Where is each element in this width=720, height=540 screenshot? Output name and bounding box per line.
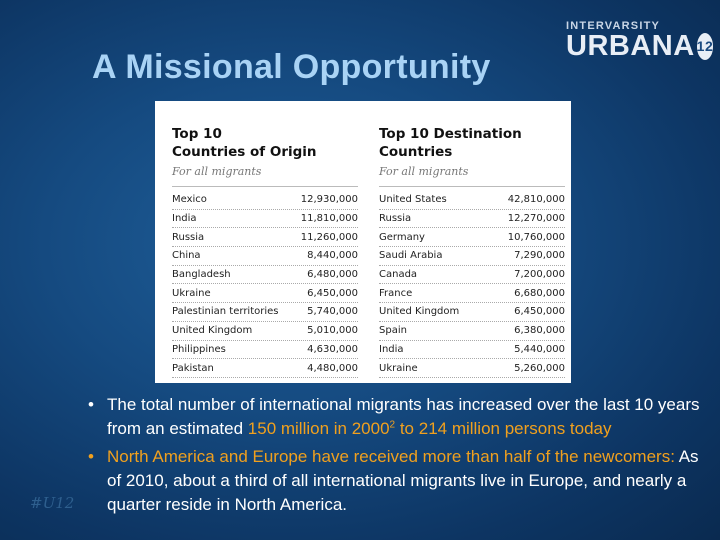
table-row: Ukraine 6,450,000 <box>172 284 358 304</box>
bullet-marker: • <box>88 395 94 414</box>
migrant-count: 4,480,000 <box>307 362 358 374</box>
country-name: United States <box>379 194 447 206</box>
origin-title: Top 10 Countries of Origin <box>172 125 317 161</box>
country-name: Germany <box>379 231 425 243</box>
table-row: United Kingdom 6,450,000 <box>379 303 565 322</box>
migrant-count: 8,440,000 <box>307 250 358 262</box>
table-row: India 5,440,000 <box>379 341 565 360</box>
migrants-table-image: Top 10 Countries of Origin For all migra… <box>155 101 571 383</box>
table-row: Mexico 12,930,000 <box>172 191 358 210</box>
country-name: Spain <box>379 325 407 337</box>
migrant-count: 12,270,000 <box>507 213 565 225</box>
migrant-count: 11,260,000 <box>300 231 358 243</box>
country-name: Ukraine <box>379 362 418 374</box>
table-row: Palestinian territories 5,740,000 <box>172 303 358 322</box>
table-row: Germany 10,760,000 <box>379 228 565 248</box>
country-name: Bangladesh <box>172 269 231 281</box>
origin-divider <box>172 186 358 187</box>
logo-badge: 12 <box>696 32 714 60</box>
origin-title-line2: Countries of Origin <box>172 144 317 160</box>
bullet-text: As of 2010, about a third of all interna… <box>107 447 699 514</box>
migrant-count: 11,810,000 <box>300 213 358 225</box>
country-name: China <box>172 250 201 262</box>
migrant-count: 6,680,000 <box>514 287 565 299</box>
migrant-count: 7,200,000 <box>514 269 565 281</box>
migrant-count: 5,260,000 <box>514 362 565 374</box>
origin-subtitle: For all migrants <box>172 165 262 178</box>
country-name: United Kingdom <box>379 306 460 318</box>
migrant-count: 6,450,000 <box>307 287 358 299</box>
table-row: Russia 12,270,000 <box>379 210 565 229</box>
country-name: Pakistan <box>172 362 214 374</box>
destination-rows: United States 42,810,000 Russia 12,270,000 G… <box>379 191 565 378</box>
country-name: Philippines <box>172 343 226 355</box>
migrant-count: 12,930,000 <box>300 194 358 206</box>
table-row: Spain 6,380,000 <box>379 322 565 341</box>
migrant-count: 42,810,000 <box>507 194 565 206</box>
table-row: Philippines 4,630,000 <box>172 341 358 360</box>
origin-title-line1: Top 10 <box>172 126 222 142</box>
country-name: Russia <box>172 231 205 243</box>
migrant-count: 5,440,000 <box>514 343 565 355</box>
table-row: United Kingdom 5,010,000 <box>172 322 358 341</box>
hashtag-watermark: #U12 <box>30 494 75 512</box>
destination-title-line1: Top 10 Destination <box>379 126 522 142</box>
bullet-item: • North America and Europe have received… <box>88 445 710 517</box>
origin-rows: Mexico 12,930,000 India 11,810,000 Russia 11,… <box>172 191 358 378</box>
bullet-marker: • <box>88 447 94 466</box>
table-row: Canada 7,200,000 <box>379 266 565 285</box>
bullet-text: persons today <box>500 419 612 438</box>
country-name: India <box>379 343 404 355</box>
bullet-list: • The total number of international migr… <box>88 393 710 517</box>
urbana-logo: INTERVARSITY URBANA 12 <box>566 20 714 62</box>
destination-title: Top 10 Destination Countries <box>379 125 522 161</box>
slide-title: A Missional Opportunity <box>92 48 491 86</box>
table-row: Pakistan 4,480,000 <box>172 359 358 378</box>
country-name: India <box>172 213 197 225</box>
table-row: France 6,680,000 <box>379 284 565 304</box>
table-row: Bangladesh 6,480,000 <box>172 266 358 285</box>
country-name: Saudi Arabia <box>379 250 443 262</box>
country-name: Ukraine <box>172 287 211 299</box>
country-name: Mexico <box>172 194 207 206</box>
table-row: China 8,440,000 <box>172 247 358 266</box>
table-row: India 11,810,000 <box>172 210 358 229</box>
migrant-count: 6,450,000 <box>514 306 565 318</box>
table-row: United States 42,810,000 <box>379 191 565 210</box>
bullet-item: • The total number of international migr… <box>88 393 710 441</box>
bullet-highlight: North America and Europe have received m… <box>107 447 675 466</box>
migrant-count: 6,380,000 <box>514 325 565 337</box>
table-row: Saudi Arabia 7,290,000 <box>379 247 565 266</box>
country-name: Canada <box>379 269 418 281</box>
migrant-count: 5,010,000 <box>307 325 358 337</box>
table-row: Russia 11,260,000 <box>172 228 358 248</box>
migrant-count: 4,630,000 <box>307 343 358 355</box>
bullet-highlight: to 214 million <box>395 419 500 438</box>
migrant-count: 5,740,000 <box>307 306 358 318</box>
logo-main: URBANA 12 <box>566 30 714 62</box>
country-name: Palestinian territories <box>172 306 279 318</box>
bullet-text: The total number of international migran… <box>107 395 700 438</box>
table-row: Ukraine 5,260,000 <box>379 359 565 378</box>
destination-subtitle: For all migrants <box>379 165 469 178</box>
migrant-count: 10,760,000 <box>507 231 565 243</box>
migrant-count: 7,290,000 <box>514 250 565 262</box>
country-name: France <box>379 287 413 299</box>
bullet-highlight: 150 million in 2000 <box>247 419 390 438</box>
footnote-marker: 2 <box>389 419 396 431</box>
destination-title-line2: Countries <box>379 144 453 160</box>
destination-divider <box>379 186 565 187</box>
migrant-count: 6,480,000 <box>307 269 358 281</box>
logo-main-text: URBANA <box>566 30 695 62</box>
logo-top-text: INTERVARSITY <box>566 20 661 32</box>
country-name: United Kingdom <box>172 325 253 337</box>
country-name: Russia <box>379 213 412 225</box>
